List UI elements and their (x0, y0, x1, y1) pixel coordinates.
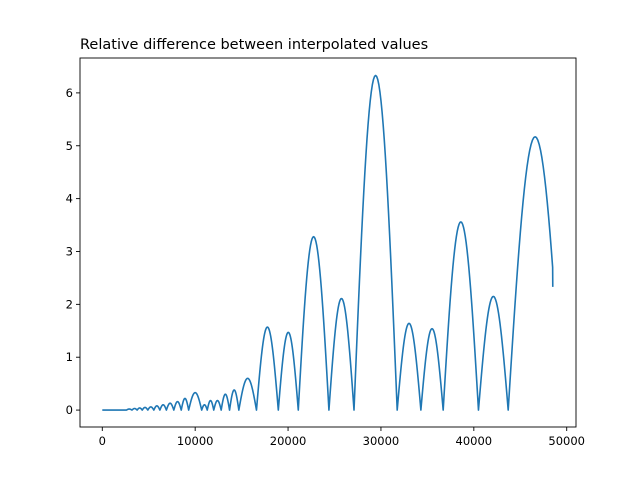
x-tick-label: 0 (99, 434, 106, 448)
y-tick-label: 3 (66, 244, 73, 258)
y-tick-label: 2 (66, 297, 73, 311)
x-tick-label: 40000 (456, 434, 493, 448)
x-axis: 0 10000 20000 30000 40000 50000 (99, 427, 585, 448)
y-tick-label: 6 (66, 86, 73, 100)
x-tick-label: 20000 (270, 434, 307, 448)
chart-title: Relative difference between interpolated… (80, 37, 428, 53)
x-tick-label: 50000 (548, 434, 585, 448)
x-tick-label: 30000 (363, 434, 400, 448)
y-axis: 0 1 2 3 4 5 6 (66, 86, 80, 417)
series-line (102, 74, 554, 411)
x-tick-label: 10000 (177, 434, 214, 448)
y-tick-label: 0 (66, 403, 73, 417)
y-tick-label: 4 (66, 192, 73, 206)
plot-frame (79, 57, 577, 428)
y-tick-label: 5 (66, 139, 73, 153)
y-tick-label: 1 (66, 350, 73, 364)
